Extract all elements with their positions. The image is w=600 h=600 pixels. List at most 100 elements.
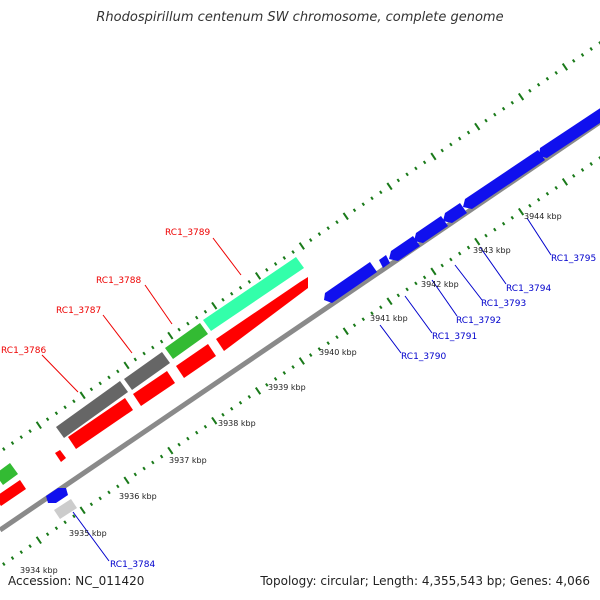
minor-tick [396,293,401,298]
minor-tick [186,436,190,441]
forward-label-leaders [41,237,242,393]
major-tick [211,301,218,310]
minor-tick [379,305,383,310]
gene-label[interactable]: RC1_3792 [456,316,501,326]
minor-tick [545,76,550,81]
minor-tick [379,190,383,195]
major-tick [342,327,349,336]
scale-label: 3938 kbp [218,419,256,428]
minor-tick [221,297,225,302]
major-tick [211,416,218,425]
minor-tick [107,490,111,495]
minor-tick [2,562,6,566]
minor-tick [484,118,488,123]
minor-tick [177,442,181,447]
gene-block-grey[interactable] [124,352,170,390]
scale-label: 3935 kbp [69,529,107,538]
major-tick [79,506,86,515]
minor-tick [63,520,67,525]
minor-tick [501,221,506,226]
minor-tick [352,208,357,213]
forward-gene-arrow[interactable] [0,480,26,506]
gene-block-teal[interactable] [203,257,304,331]
minor-tick [326,226,330,230]
minor-tick [194,315,199,320]
forward-gene-arrow[interactable] [216,277,308,351]
minor-tick [536,82,541,87]
minor-tick [580,53,585,57]
scale-label: 3943 kbp [473,246,511,255]
minor-tick [229,291,234,296]
minor-tick [229,406,234,411]
reverse-gene-arrow[interactable] [46,488,68,503]
major-tick [386,182,393,191]
minor-tick [54,526,59,531]
scale-label: 3939 kbp [268,383,306,392]
minor-tick [308,238,313,242]
major-tick [254,272,262,280]
major-tick [517,92,525,101]
minor-tick [414,281,418,286]
minor-tick [571,59,576,63]
gene-label[interactable]: RC1_3790 [401,352,446,362]
forward-gene-arrow[interactable] [176,344,216,378]
gene-label[interactable]: RC1_3791 [432,332,477,342]
scale-label: 3942 kbp [421,280,459,289]
minor-tick [186,321,190,326]
minor-tick [335,220,339,225]
minor-tick [440,148,444,153]
gene-label[interactable]: RC1_3788 [96,276,141,286]
minor-tick [536,197,541,202]
forward-gene-arrow[interactable] [55,450,66,462]
minor-tick [335,335,339,340]
major-tick [298,357,305,365]
minor-tick [116,369,120,374]
minor-tick [273,262,278,266]
major-tick [517,207,525,216]
minor-tick [370,196,374,201]
minor-tick [308,353,313,357]
gene-label[interactable]: RC1_3789 [165,228,210,238]
minor-tick [528,203,532,208]
minor-tick [545,191,550,196]
gene-label[interactable]: RC1_3795 [551,254,596,264]
minor-tick [484,233,488,238]
reverse-gene-arrow[interactable] [379,255,390,268]
reverse-gene-arrow[interactable] [539,105,600,158]
minor-tick [598,156,600,160]
inner-tick-ring [2,156,600,566]
minor-tick [370,311,374,316]
reverse-gene-arrow[interactable] [443,203,467,223]
reverse-gene-arrow[interactable] [324,262,377,303]
scale-label: 3934 kbp [20,566,58,575]
gene-label[interactable]: RC1_3794 [506,284,551,294]
gene-block-green[interactable] [165,323,208,359]
minor-tick [89,387,94,392]
minor-tick [159,339,164,344]
minor-tick [247,279,252,284]
minor-tick [405,287,409,292]
gene-label[interactable]: RC1_3786 [1,346,46,356]
major-tick [474,237,481,246]
reverse-gene-arrow[interactable] [414,216,448,243]
scale-label: 3941 kbp [370,314,408,323]
minor-tick [528,88,532,93]
forward-gene-arrow[interactable] [133,371,175,406]
gene-block-grey[interactable] [56,381,128,438]
gene-label[interactable]: RC1_3793 [481,299,526,309]
minor-tick [396,178,401,183]
gene-label[interactable]: RC1_3787 [56,306,101,316]
minor-tick [142,466,146,471]
minor-tick [449,142,453,147]
gene-label[interactable]: RC1_3784 [110,560,155,570]
minor-tick [89,502,94,507]
reverse-gene-arrow[interactable] [54,499,77,519]
forward-gene-arrow[interactable] [68,398,133,449]
scale-label: 3936 kbp [119,492,157,501]
reverse-gene-arrow[interactable] [463,150,545,209]
reverse-gene-arrow[interactable] [389,236,420,261]
minor-tick [282,371,287,375]
gene-block-green[interactable] [0,463,18,485]
minor-tick [291,365,295,369]
minor-tick [247,394,252,399]
